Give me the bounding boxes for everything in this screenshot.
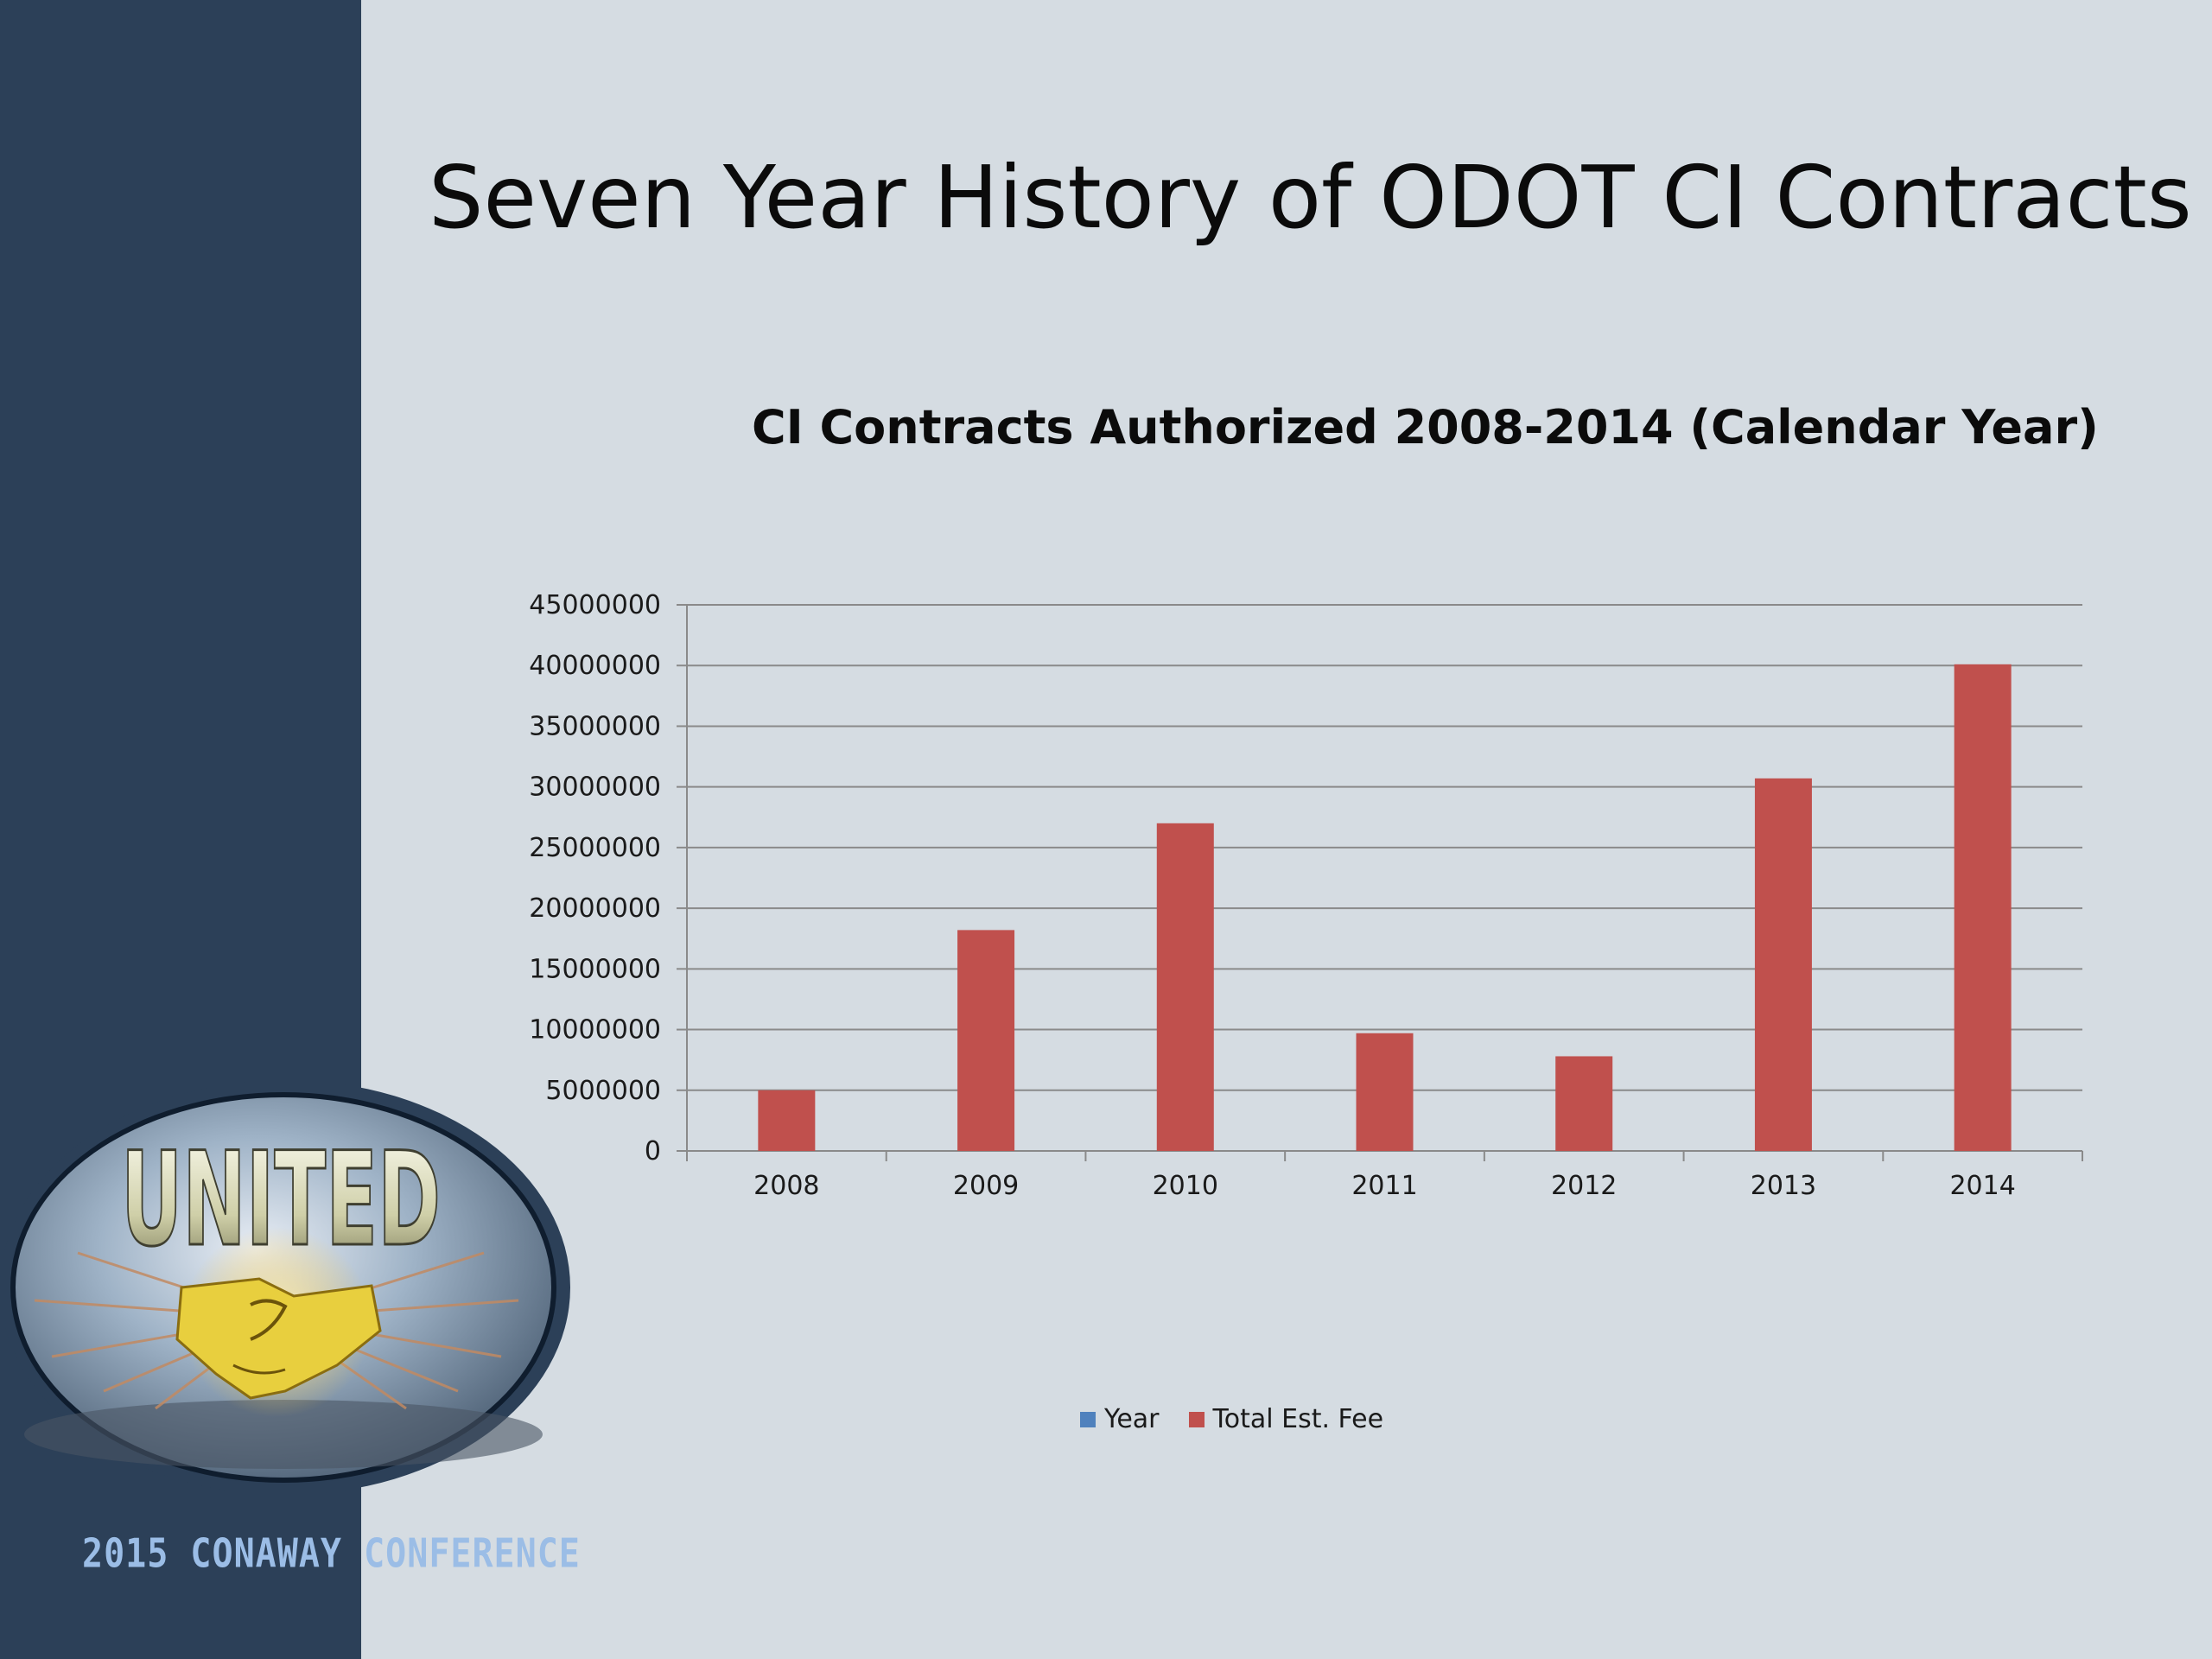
legend-item-year: Year <box>1080 1404 1160 1434</box>
y-tick-label: 35000000 <box>529 711 661 741</box>
slide-title: Seven Year History of ODOT CI Contracts <box>429 147 2192 248</box>
y-tick-label: 5000000 <box>545 1076 661 1106</box>
chart-title: CI Contracts Authorized 2008-2014 (Calen… <box>752 400 2099 454</box>
y-tick-label: 0 <box>645 1136 661 1166</box>
bar-total-est-fee-2009 <box>957 930 1015 1151</box>
y-tick-label: 20000000 <box>529 893 661 924</box>
y-tick-label: 10000000 <box>529 1015 661 1046</box>
bar-total-est-fee-2008 <box>758 1090 816 1151</box>
bar-total-est-fee-2014 <box>1954 664 2012 1151</box>
bar-total-est-fee-2010 <box>1156 823 1214 1151</box>
y-tick-label: 30000000 <box>529 772 661 803</box>
bar-total-est-fee-2012 <box>1555 1056 1613 1151</box>
chart-legend: Year Total Est. Fee <box>1080 1404 1413 1434</box>
conference-text: 2015 CONAWAY CONFERENCE <box>82 1531 581 1577</box>
legend-label-total-est-fee: Total Est. Fee <box>1212 1404 1384 1434</box>
x-tick-label: 2009 <box>953 1171 1019 1201</box>
y-tick-label: 15000000 <box>529 954 661 984</box>
legend-item-total-est-fee: Total Est. Fee <box>1188 1404 1384 1434</box>
x-tick-label: 2012 <box>1551 1171 1617 1201</box>
handshake-icon <box>175 1277 382 1400</box>
bar-total-est-fee-2011 <box>1356 1033 1414 1151</box>
united-logo: UNITED <box>0 1080 570 1495</box>
x-tick-label: 2011 <box>1351 1171 1417 1201</box>
x-tick-label: 2014 <box>1949 1171 2015 1201</box>
conference-label: 2015 CONAWAY CONFERENCE <box>82 1531 581 1577</box>
y-tick-label: 45000000 <box>529 590 661 620</box>
x-tick-label: 2008 <box>753 1171 819 1201</box>
logo-text: UNITED <box>121 1125 441 1275</box>
x-tick-label: 2010 <box>1153 1171 1218 1201</box>
legend-swatch-total-est-fee <box>1188 1411 1205 1427</box>
x-tick-label: 2013 <box>1751 1171 1816 1201</box>
y-tick-label: 40000000 <box>529 651 661 681</box>
y-tick-label: 25000000 <box>529 833 661 863</box>
legend-label-year: Year <box>1104 1404 1160 1434</box>
legend-swatch-year <box>1080 1411 1096 1427</box>
united-logo-graphic: UNITED <box>0 1080 570 1495</box>
bar-total-est-fee-2013 <box>1754 778 1812 1151</box>
